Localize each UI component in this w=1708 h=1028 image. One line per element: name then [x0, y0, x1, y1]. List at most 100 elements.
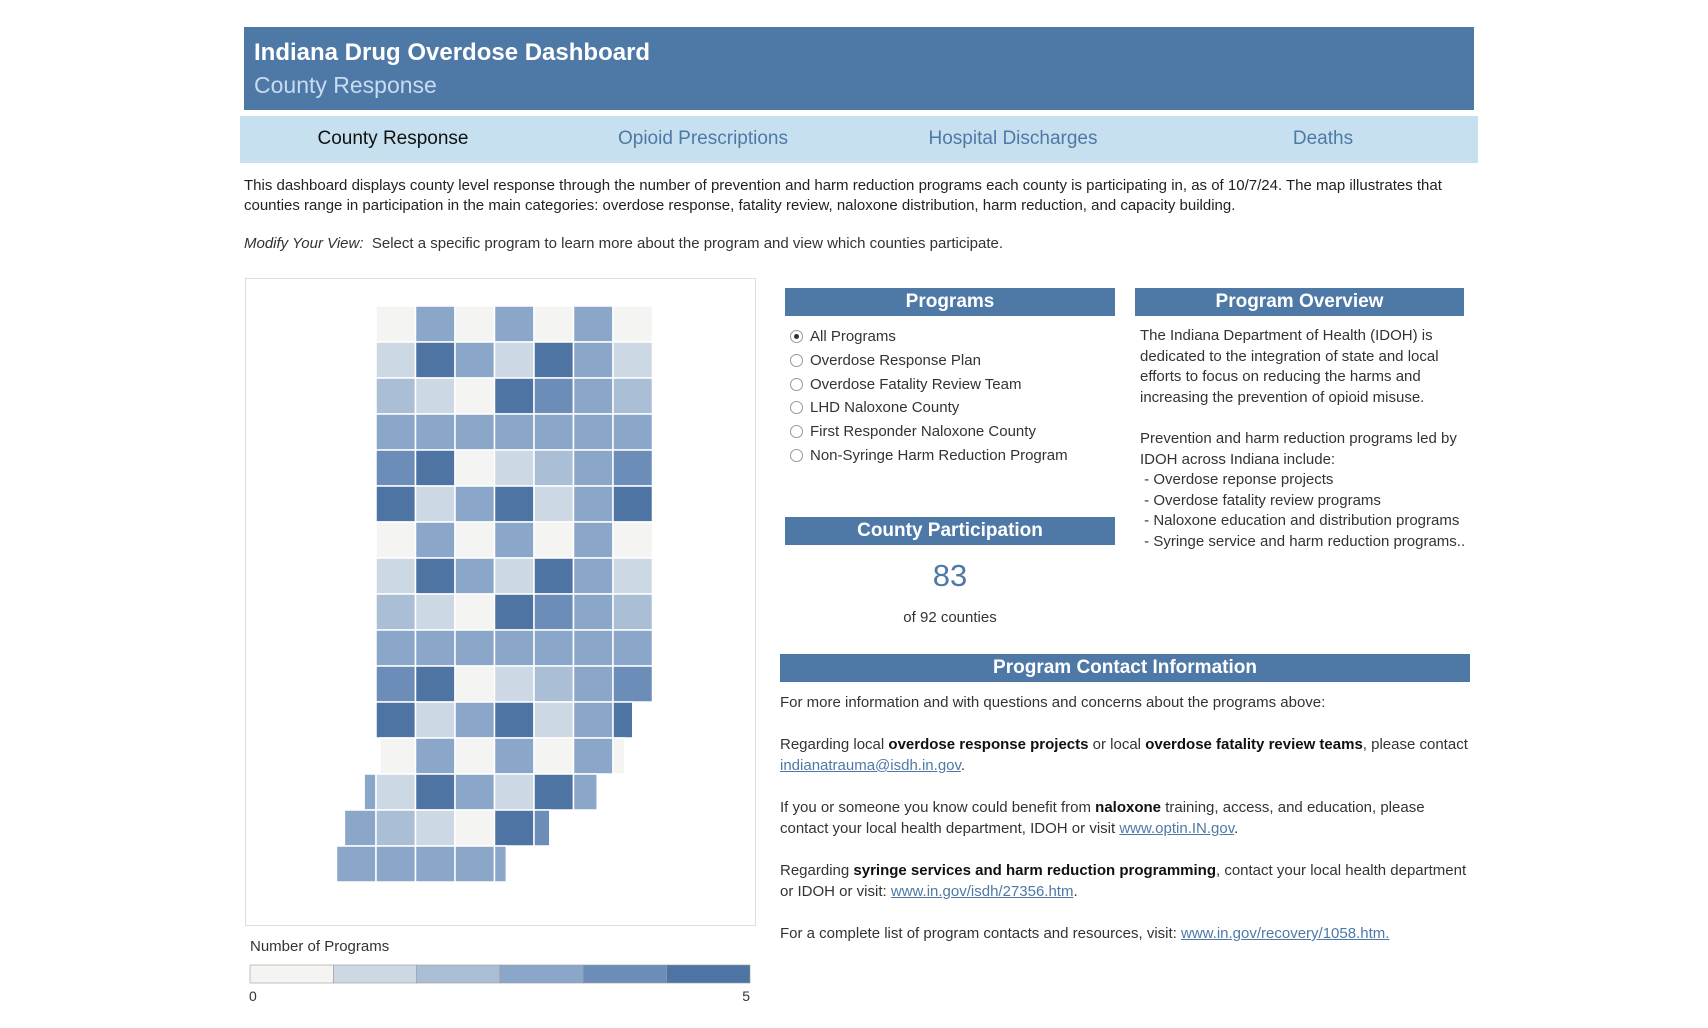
contact-link[interactable]: www.optin.IN.gov: [1119, 820, 1235, 837]
county: [454, 701, 496, 739]
program-option[interactable]: Non-Syringe Harm Reduction Program: [790, 447, 1068, 464]
county: [612, 521, 654, 559]
contact-plain: .: [1234, 820, 1239, 837]
legend-max: 5: [742, 988, 750, 1004]
contact-link[interactable]: indianatrauma@isdh.in.gov: [780, 757, 961, 774]
county: [375, 485, 417, 523]
county: [572, 413, 614, 451]
county: [493, 701, 535, 739]
county: [533, 557, 575, 595]
contact-paragraph: For a complete list of program contacts …: [780, 923, 1470, 944]
modify-text: Select a specific program to learn more …: [371, 235, 1004, 252]
county: [572, 665, 614, 703]
modify-label: Modify Your View:: [244, 235, 364, 252]
modify-view: Modify Your View: Select a specific prog…: [244, 235, 1003, 252]
program-option[interactable]: Overdose Response Plan: [790, 352, 981, 369]
county: [533, 521, 575, 559]
option-label: All Programs: [810, 328, 896, 345]
program-option[interactable]: First Responder Naloxone County: [790, 423, 1036, 440]
county: [612, 377, 654, 415]
option-label: LHD Naloxone County: [810, 399, 960, 417]
contact-bold: syringe services and harm reduction prog…: [853, 862, 1216, 879]
header: Indiana Drug Overdose Dashboard County R…: [244, 27, 1474, 110]
county: [454, 737, 496, 775]
county: [414, 845, 456, 883]
county: [375, 377, 417, 415]
county: [572, 377, 614, 415]
radio-button[interactable]: [790, 377, 803, 391]
county: [343, 809, 377, 847]
county: [493, 593, 535, 631]
county: [493, 773, 535, 811]
county: [414, 557, 456, 595]
county: [414, 629, 456, 667]
county: [454, 629, 496, 667]
radio-button[interactable]: [790, 353, 803, 367]
county: [572, 701, 614, 739]
program-option[interactable]: Overdose Fatality Review Team: [790, 376, 1021, 393]
tab-bar: County Response Opioid Prescriptions Hospi…: [240, 116, 1478, 163]
tab[interactable]: Deaths: [1292, 128, 1354, 149]
county: [414, 377, 456, 415]
legend-swatch: [499, 964, 584, 984]
option-label: Overdose Response Plan: [810, 351, 981, 369]
radio-button[interactable]: [790, 449, 803, 462]
county: [533, 665, 575, 703]
contact-bold: overdose fatality review teams: [1145, 736, 1363, 753]
header-subtitle: County Response: [254, 72, 437, 98]
county: [533, 809, 551, 847]
overview-line: [1140, 408, 1470, 429]
description: This dashboard displays county level res…: [244, 177, 1442, 214]
radio-button[interactable]: [790, 330, 803, 343]
legend-min: 0: [249, 988, 257, 1004]
county: [533, 377, 575, 415]
county: [572, 737, 614, 775]
county: [572, 557, 614, 595]
county: [414, 341, 456, 379]
county: [493, 413, 535, 451]
county: [493, 665, 535, 703]
county: [612, 701, 634, 739]
contact-text: For more information and with questions …: [780, 692, 1470, 965]
county: [379, 737, 417, 775]
county: [414, 665, 456, 703]
program-option[interactable]: LHD Naloxone County: [790, 399, 959, 416]
county: [612, 593, 654, 631]
county: [454, 449, 496, 487]
county: [533, 593, 575, 631]
county: [493, 629, 535, 667]
overview-line: - Overdose fatality review programs: [1140, 491, 1381, 509]
county: [533, 305, 575, 343]
program-option[interactable]: All Programs: [790, 328, 896, 345]
tab[interactable]: Opioid Prescriptions: [617, 128, 789, 149]
county: [375, 665, 417, 703]
county: [572, 305, 614, 343]
radio-button[interactable]: [790, 425, 803, 439]
county: [454, 665, 496, 703]
option-label: Non-Syringe Harm Reduction Program: [810, 447, 1068, 464]
tab[interactable]: County Response: [317, 128, 469, 149]
overview-text: The Indiana Department of Health (IDOH) …: [1140, 326, 1470, 553]
county: [454, 413, 496, 451]
county: [375, 413, 417, 451]
overview-title: Program Overview: [1135, 288, 1464, 316]
contact-link[interactable]: www.in.gov/recovery/1058.htm.: [1181, 925, 1390, 942]
county: [454, 377, 496, 415]
option-label: First Responder Naloxone County: [810, 423, 1036, 441]
county: [375, 521, 417, 559]
county: [572, 485, 614, 523]
county: [533, 737, 575, 775]
county: [375, 845, 417, 883]
county: [612, 305, 654, 343]
header-title: Indiana Drug Overdose Dashboard: [254, 39, 651, 66]
contact-plain: Regarding local: [780, 736, 889, 753]
county: [375, 629, 417, 667]
county: [414, 737, 456, 775]
tab[interactable]: Hospital Discharges: [928, 128, 1098, 149]
contact-link[interactable]: www.in.gov/isdh/27356.htm: [890, 883, 1074, 900]
county: [533, 701, 575, 739]
county: [572, 593, 614, 631]
radio-button[interactable]: [790, 401, 803, 415]
contact-paragraph: Regarding syringe services and harm redu…: [780, 860, 1470, 902]
legend-swatch: [666, 964, 751, 984]
